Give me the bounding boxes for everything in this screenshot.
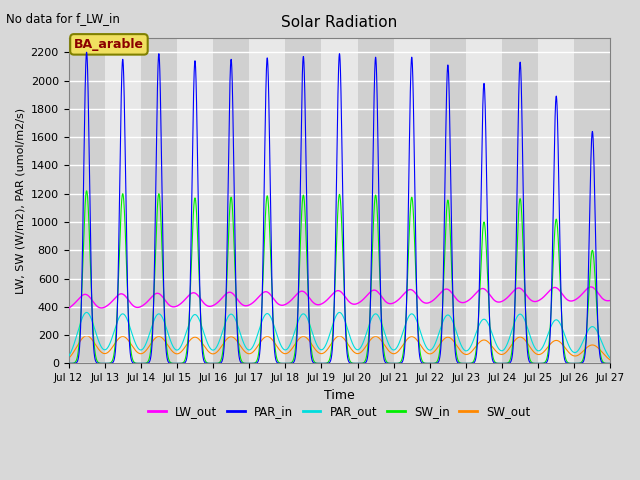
Bar <box>249 38 285 363</box>
Bar <box>502 38 538 363</box>
Title: Solar Radiation: Solar Radiation <box>282 15 397 30</box>
Legend: LW_out, PAR_in, PAR_out, SW_in, SW_out: LW_out, PAR_in, PAR_out, SW_in, SW_out <box>143 400 536 422</box>
Bar <box>466 38 502 363</box>
Bar <box>538 38 574 363</box>
Y-axis label: LW, SW (W/m2), PAR (umol/m2/s): LW, SW (W/m2), PAR (umol/m2/s) <box>15 108 25 294</box>
Bar <box>358 38 394 363</box>
Bar <box>105 38 141 363</box>
Bar <box>213 38 249 363</box>
Bar <box>177 38 213 363</box>
Text: BA_arable: BA_arable <box>74 38 144 51</box>
Bar <box>285 38 321 363</box>
Text: No data for f_LW_in: No data for f_LW_in <box>6 12 120 25</box>
Bar <box>430 38 466 363</box>
Bar <box>68 38 105 363</box>
Bar <box>321 38 358 363</box>
X-axis label: Time: Time <box>324 389 355 402</box>
Bar <box>574 38 611 363</box>
Bar <box>141 38 177 363</box>
Bar <box>33 38 68 363</box>
Bar <box>394 38 430 363</box>
